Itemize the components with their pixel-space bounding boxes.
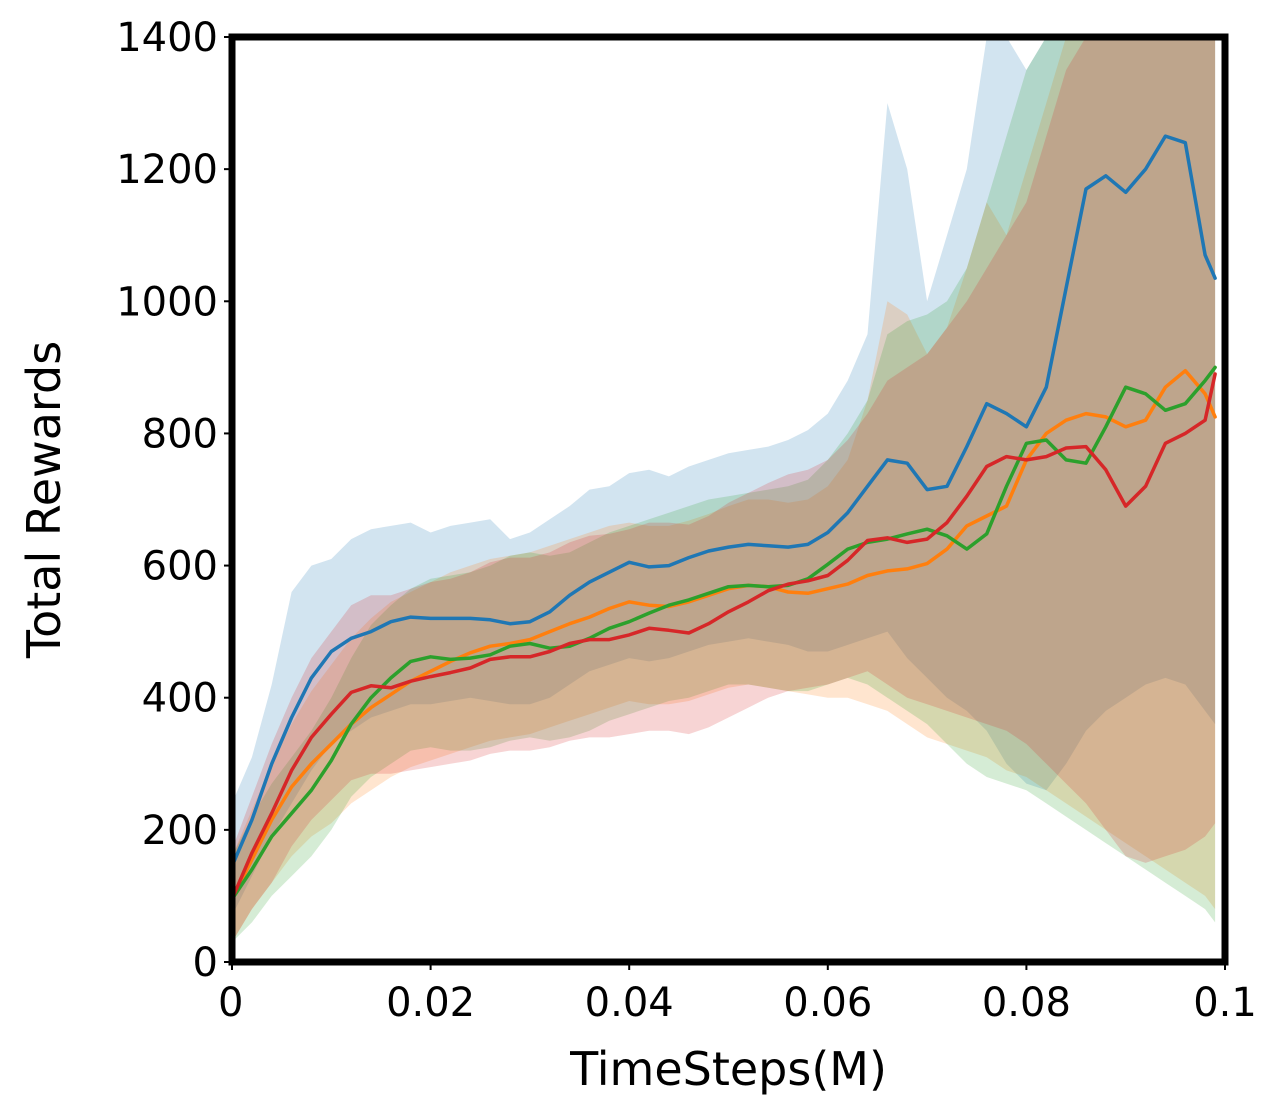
series-1-line [232, 134, 1217, 868]
y-tick-label: 1400 [116, 15, 218, 61]
x-tick-label: 0.1 [1193, 980, 1257, 1026]
y-tick-label: 400 [142, 676, 218, 722]
series-3-line [232, 365, 1217, 901]
x-tick-label: 0.02 [386, 980, 475, 1026]
x-tick-label: 0 [218, 980, 243, 1026]
confidence-bands [232, 37, 1216, 943]
series-2-band [232, 37, 1216, 943]
y-axis-title: Total Rewards [17, 341, 71, 659]
axis-ticks: 0 0.02 0.04 0.06 0.08 0.1 0 200 400 600 800 1000 120… [116, 15, 1257, 1026]
y-tick-label: 600 [142, 544, 218, 590]
series-lines [232, 134, 1217, 901]
y-tick-label: 0 [193, 940, 218, 986]
y-tick-label: 800 [142, 411, 218, 457]
x-axis-title: TimeSteps(M) [569, 1042, 887, 1096]
y-tick-label: 200 [142, 808, 218, 854]
y-tick-label: 1200 [116, 147, 218, 193]
plot-frame [228, 33, 1229, 966]
series-4-band [232, 37, 1216, 943]
y-tick-label: 1000 [116, 279, 218, 325]
x-tick-label: 0.04 [585, 980, 674, 1026]
series-4-line [232, 372, 1217, 901]
x-tick-label: 0.06 [783, 980, 872, 1026]
series-3-band [232, 37, 1216, 943]
series-2-line [232, 368, 1217, 901]
x-tick-label: 0.08 [982, 980, 1071, 1026]
series-1-band [232, 37, 1216, 916]
